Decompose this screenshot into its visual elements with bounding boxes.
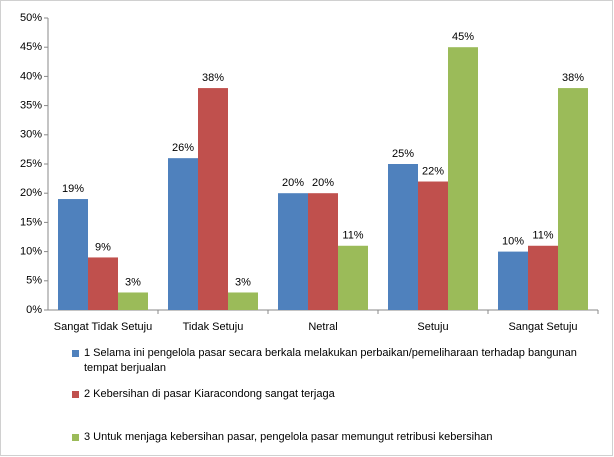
- legend-item: 2 Kebersihan di pasar Kiaracondong sanga…: [72, 387, 592, 402]
- value-label: 38%: [562, 72, 584, 84]
- value-label: 11%: [342, 230, 363, 242]
- legend-swatch: [72, 434, 79, 441]
- legend-label: 1 Selama ini pengelola pasar secara berk…: [84, 347, 577, 374]
- y-tick-label: 15%: [20, 216, 42, 228]
- y-tick-label: 45%: [20, 41, 42, 53]
- bar: [558, 88, 588, 310]
- y-tick-label: 25%: [20, 158, 42, 170]
- x-tick-label: Netral: [308, 321, 337, 333]
- value-label: 38%: [202, 72, 224, 84]
- x-tick-label: Sangat Setuju: [508, 321, 577, 333]
- x-tick-label: Tidak Setuju: [183, 321, 244, 333]
- bar: [228, 292, 258, 310]
- y-tick-label: 50%: [20, 12, 42, 24]
- legend-swatch: [72, 391, 79, 398]
- value-label: 20%: [282, 177, 304, 189]
- value-label: 11%: [532, 230, 553, 242]
- bar: [448, 47, 478, 310]
- value-label: 10%: [502, 236, 524, 248]
- y-tick-label: 0%: [26, 304, 42, 316]
- value-label: 45%: [452, 31, 474, 43]
- y-tick-label: 10%: [20, 246, 42, 258]
- bar: [308, 193, 338, 310]
- legend-swatch: [72, 350, 79, 357]
- value-label: 25%: [392, 148, 414, 160]
- value-label: 3%: [235, 276, 251, 288]
- value-label: 9%: [95, 241, 111, 253]
- bar: [118, 292, 148, 310]
- bar: [338, 245, 368, 310]
- value-label: 3%: [125, 276, 141, 288]
- legend: 1 Selama ini pengelola pasar secara berk…: [72, 346, 592, 456]
- bar: [168, 158, 198, 310]
- legend-item: 1 Selama ini pengelola pasar secara berk…: [72, 346, 592, 376]
- value-label: 19%: [62, 183, 84, 195]
- bar: [198, 88, 228, 310]
- y-tick-label: 20%: [20, 187, 42, 199]
- bar: [88, 257, 118, 310]
- x-tick-label: Sangat Tidak Setuju: [54, 321, 152, 333]
- value-label: 22%: [422, 165, 444, 177]
- legend-label: 2 Kebersihan di pasar Kiaracondong sanga…: [84, 388, 335, 400]
- bar: [58, 199, 88, 310]
- y-tick-label: 5%: [26, 275, 42, 287]
- y-tick-label: 30%: [20, 129, 42, 141]
- value-label: 26%: [172, 142, 194, 154]
- bar: [388, 164, 418, 310]
- bar: [278, 193, 308, 310]
- bar: [498, 251, 528, 310]
- bar: [418, 181, 448, 310]
- value-label: 20%: [312, 177, 334, 189]
- x-tick-label: Setuju: [417, 321, 448, 333]
- bar: [528, 245, 558, 310]
- legend-label: 3 Untuk menjaga kebersihan pasar, pengel…: [84, 431, 493, 443]
- y-tick-label: 40%: [20, 70, 42, 82]
- y-tick-label: 35%: [20, 100, 42, 112]
- legend-item: 3 Untuk menjaga kebersihan pasar, pengel…: [72, 430, 592, 445]
